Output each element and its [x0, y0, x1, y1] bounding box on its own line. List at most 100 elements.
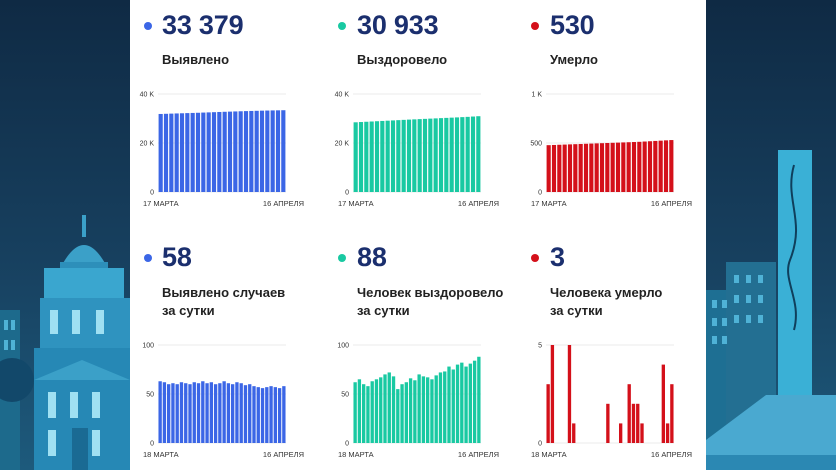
- stat-detected-daily-number: 58: [162, 242, 192, 272]
- bar: [401, 119, 406, 192]
- stat-detected-daily-dot: [144, 254, 152, 262]
- monument-illustration-right: [706, 150, 836, 470]
- chart-died-total: 0 500 1 K 17 МАРТА 16 АПРЕЛЯ: [530, 92, 692, 209]
- bar: [640, 423, 644, 443]
- bar: [408, 378, 413, 443]
- bar: [562, 144, 567, 192]
- y-tick-label: 40 K: [140, 92, 155, 99]
- bar: [385, 120, 390, 192]
- bar: [665, 423, 670, 443]
- bar: [218, 383, 222, 443]
- bar: [653, 140, 658, 192]
- bar: [374, 379, 379, 443]
- x-end-label: 16 АПРЕЛЯ: [263, 450, 304, 459]
- bar: [206, 112, 211, 193]
- bar: [460, 362, 464, 443]
- bar: [357, 379, 362, 443]
- bar: [379, 377, 383, 443]
- bar: [468, 363, 472, 443]
- bar: [451, 369, 455, 443]
- x-start-label: 17 МАРТА: [338, 199, 374, 208]
- bar: [185, 113, 190, 192]
- bar: [362, 384, 366, 443]
- stat-recovered-daily-number: 88: [357, 242, 387, 272]
- bar: [567, 345, 572, 443]
- bar: [243, 111, 249, 192]
- bar: [277, 388, 282, 443]
- stat-detected-daily-label-line1: Выявлено случаев: [162, 285, 286, 300]
- bar: [599, 143, 605, 192]
- bar: [231, 384, 235, 443]
- stat-died-daily-number: 3: [550, 242, 565, 272]
- chart-recovered-total: 0 20 K 40 K 17 МАРТА 16 АПРЕЛЯ: [335, 92, 499, 209]
- bar: [438, 372, 443, 443]
- bar: [396, 389, 400, 443]
- bar: [661, 364, 665, 443]
- bar: [162, 382, 167, 443]
- bar: [192, 382, 196, 443]
- bar: [275, 110, 281, 192]
- bar: [387, 372, 391, 443]
- bar: [254, 110, 259, 192]
- bar: [406, 119, 412, 192]
- bar: [589, 143, 594, 192]
- bar: [188, 384, 192, 443]
- bar: [670, 384, 674, 443]
- bar: [213, 384, 218, 443]
- bar: [615, 142, 621, 192]
- stat-recovered-daily-dot: [338, 254, 346, 262]
- bar: [396, 120, 401, 192]
- chart-died-daily: 0 5 18 МАРТА 16 АПРЕЛЯ: [531, 343, 692, 460]
- bar: [572, 423, 576, 443]
- bar: [412, 119, 417, 192]
- stat-detected-dot: [144, 22, 152, 30]
- bar: [631, 403, 636, 443]
- bar: [606, 403, 610, 443]
- bar: [658, 140, 663, 192]
- bar: [252, 386, 256, 443]
- statistics-card: 33 379 Выявлено 30 933 Выздоровело 530 У…: [130, 0, 706, 470]
- bar: [383, 374, 387, 443]
- bar: [430, 379, 434, 443]
- bar: [426, 377, 430, 443]
- bar: [353, 382, 357, 443]
- bar: [413, 380, 417, 443]
- y-tick-label: 0: [345, 441, 349, 448]
- bar: [476, 116, 481, 192]
- bar: [447, 366, 451, 443]
- bar: [171, 383, 175, 443]
- y-tick-label: 0: [538, 441, 542, 448]
- bar: [201, 381, 205, 443]
- x-start-label: 18 МАРТА: [531, 450, 567, 459]
- bar: [428, 118, 433, 192]
- bar: [443, 371, 447, 443]
- bar: [627, 384, 631, 443]
- stat-detected-daily-label-line2: за сутки: [162, 303, 215, 318]
- bar: [167, 384, 171, 443]
- bar: [578, 143, 583, 192]
- building-illustration-left: [0, 215, 130, 470]
- bar: [370, 381, 374, 443]
- bar: [222, 381, 226, 443]
- bar: [417, 374, 421, 443]
- bar: [626, 142, 631, 192]
- x-end-label: 16 АПРЕЛЯ: [651, 199, 692, 208]
- bar: [169, 113, 174, 192]
- y-tick-label: 0: [150, 441, 154, 448]
- chart-recovered-daily: 0 50 100 18 МАРТА 16 АПРЕЛЯ: [337, 343, 499, 460]
- x-end-label: 16 АПРЕЛЯ: [458, 199, 499, 208]
- bar: [550, 345, 555, 443]
- bar: [557, 144, 562, 192]
- bar: [464, 366, 468, 443]
- y-tick-label: 20 K: [335, 141, 350, 148]
- chart-detected-daily: 0 50 100 18 МАРТА 16 АПРЕЛЯ: [142, 343, 304, 460]
- bar: [175, 384, 179, 443]
- bar: [470, 116, 476, 192]
- bar: [444, 117, 449, 192]
- bar: [454, 117, 460, 192]
- bar: [583, 143, 589, 192]
- bar: [174, 113, 179, 192]
- bar: [209, 382, 213, 443]
- stat-died-daily-label-line2: за сутки: [550, 303, 603, 318]
- bar: [619, 423, 623, 443]
